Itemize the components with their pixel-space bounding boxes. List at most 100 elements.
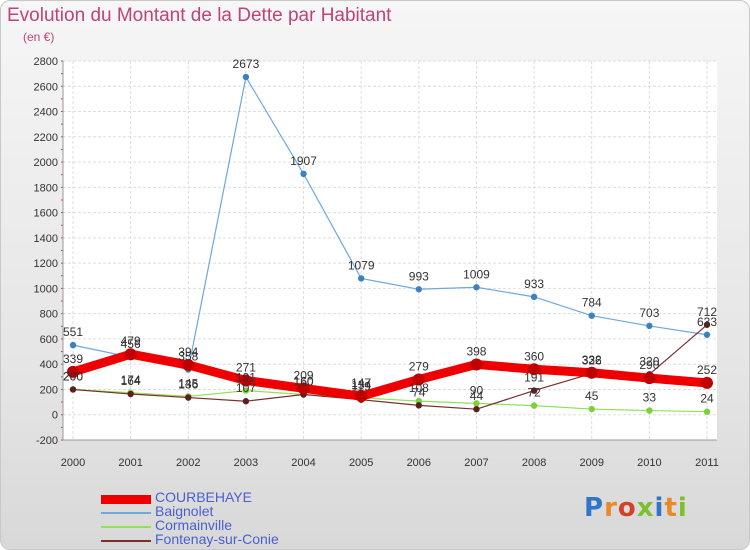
data-point xyxy=(415,286,423,293)
legend-label: COURBEHAYE xyxy=(155,489,252,505)
data-point xyxy=(415,402,423,409)
data-label: 200 xyxy=(63,369,83,383)
data-point xyxy=(588,405,595,413)
data-point xyxy=(182,358,195,371)
data-label: 108 xyxy=(409,381,429,395)
data-point xyxy=(643,372,656,385)
legend-swatch xyxy=(101,526,151,528)
data-label: 200 xyxy=(63,369,83,383)
y-tick-label: 800 xyxy=(40,309,58,321)
data-label: 290 xyxy=(639,358,659,372)
x-tick-label: 2002 xyxy=(176,457,200,469)
data-label: 326 xyxy=(582,354,602,368)
x-tick-label: 2009 xyxy=(579,457,603,469)
data-label: 209 xyxy=(294,368,314,382)
data-point xyxy=(355,390,368,403)
data-point xyxy=(357,275,365,282)
data-label: 360 xyxy=(524,349,544,363)
y-tick-label: 1600 xyxy=(34,208,58,220)
x-tick-label: 2005 xyxy=(349,457,373,469)
legend-label: Cormainville xyxy=(155,517,233,533)
data-point xyxy=(69,386,77,393)
data-label: 147 xyxy=(351,376,371,390)
x-tick-label: 2001 xyxy=(118,457,142,469)
data-point xyxy=(470,358,483,371)
data-label: 933 xyxy=(524,277,544,291)
y-tick-label: 1000 xyxy=(34,283,58,295)
y-tick-label: 1800 xyxy=(34,182,58,194)
data-label: 252 xyxy=(697,363,717,377)
data-point xyxy=(701,376,713,389)
data-point xyxy=(528,363,541,376)
data-label: 993 xyxy=(409,269,429,283)
legend-swatch xyxy=(101,494,151,504)
data-point xyxy=(124,348,137,361)
legend-label: Baignolet xyxy=(155,503,214,519)
data-point xyxy=(530,402,538,409)
y-tick-label: 600 xyxy=(40,334,58,346)
data-point xyxy=(412,373,425,386)
data-point xyxy=(473,405,480,413)
data-label: 90 xyxy=(470,383,484,397)
data-point xyxy=(473,284,480,291)
data-label: 784 xyxy=(582,296,602,310)
data-label: 332 xyxy=(582,353,602,367)
chart-title: Evolution du Montant de la Dette par Hab… xyxy=(7,5,392,26)
data-point xyxy=(703,331,711,338)
y-tick-label: 200 xyxy=(40,384,58,396)
data-point xyxy=(588,312,595,319)
data-label: 74 xyxy=(412,385,426,399)
data-point xyxy=(646,322,653,330)
x-tick-label: 2003 xyxy=(234,457,258,469)
data-label: 2673 xyxy=(233,57,260,71)
chart-subtitle: (en €) xyxy=(23,30,55,44)
data-point xyxy=(646,407,653,414)
data-label: 164 xyxy=(121,374,141,388)
data-label: 44 xyxy=(470,389,484,403)
data-label: 72 xyxy=(527,386,541,400)
data-label: 1907 xyxy=(290,154,317,168)
y-tick-label: 2600 xyxy=(34,81,58,93)
data-label: 394 xyxy=(178,345,198,359)
data-point xyxy=(703,321,711,328)
data-label: 479 xyxy=(121,334,141,348)
proxiti-logo: Proxiti xyxy=(584,493,688,523)
data-label: 339 xyxy=(63,352,83,366)
data-point xyxy=(185,394,192,401)
data-point xyxy=(300,170,307,178)
data-label: 191 xyxy=(236,371,256,385)
data-label: 456 xyxy=(121,337,141,351)
data-label: 160 xyxy=(294,375,314,389)
data-point xyxy=(242,398,250,405)
data-label: 551 xyxy=(63,325,83,339)
y-tick-label: -200 xyxy=(36,435,58,447)
x-tick-label: 2006 xyxy=(407,457,431,469)
y-tick-label: 0 xyxy=(52,410,58,422)
x-tick-label: 2007 xyxy=(464,457,488,469)
x-tick-label: 2000 xyxy=(61,457,85,469)
data-label: 320 xyxy=(639,354,659,368)
y-tick-label: 2000 xyxy=(34,157,58,169)
data-point xyxy=(67,365,79,378)
series-line xyxy=(72,388,708,413)
data-point xyxy=(703,408,711,415)
legend-label: Fontenay-sur-Conie xyxy=(155,531,279,547)
data-label: 119 xyxy=(352,380,371,394)
data-point xyxy=(239,374,252,387)
data-label: 271 xyxy=(236,360,256,374)
data-label: 633 xyxy=(697,315,717,329)
data-point xyxy=(473,400,480,407)
data-label: 1009 xyxy=(463,267,490,281)
x-tick-label: 2010 xyxy=(637,457,661,469)
series-line xyxy=(68,349,712,401)
data-label: 33 xyxy=(643,391,657,405)
legend-swatch xyxy=(101,540,151,542)
y-tick-label: 400 xyxy=(40,359,58,371)
data-point xyxy=(127,390,134,398)
data-point xyxy=(242,387,250,394)
data-label: 703 xyxy=(639,306,659,320)
data-label: 398 xyxy=(466,344,486,358)
data-label: 191 xyxy=(524,371,544,385)
